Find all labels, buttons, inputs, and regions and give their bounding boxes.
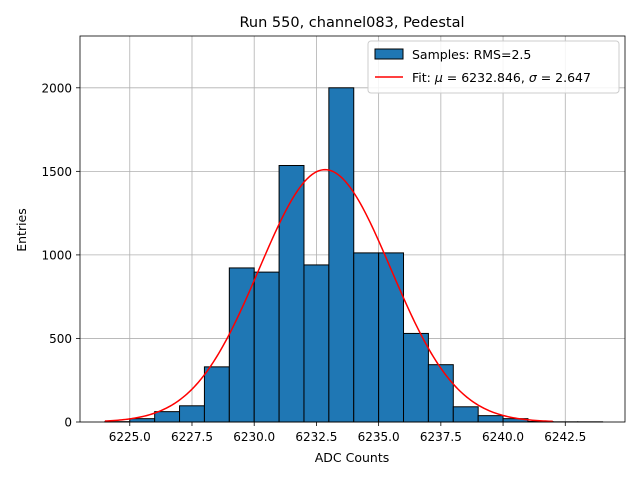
y-axis-label: Entries	[14, 208, 29, 252]
histogram-bar	[228, 267, 255, 423]
y-tick-label: 1500	[41, 165, 72, 179]
histogram-bar	[129, 418, 156, 423]
x-tick-label: 6225.0	[109, 430, 151, 444]
histogram-bar	[477, 415, 504, 423]
histogram-bar	[452, 406, 479, 423]
histogram-bar	[303, 264, 330, 423]
chart-title: Run 550, channel083, Pedestal	[239, 15, 464, 31]
legend-fit-prefix: Fit:	[412, 70, 435, 85]
legend-fit-sigma-symbol: σ	[529, 70, 538, 85]
y-tick-label: 1000	[41, 248, 72, 262]
histogram-bar	[278, 165, 305, 423]
legend-histogram-swatch	[374, 48, 404, 60]
histogram-bar	[203, 366, 230, 423]
legend-fit-mu-value: = 6232.846,	[443, 70, 529, 85]
histogram-bar	[154, 411, 181, 423]
legend-fit-mu-symbol: μ	[434, 70, 443, 85]
histogram-bar	[179, 405, 205, 423]
gaussian-fit-curve	[104, 168, 553, 423]
histogram-bar	[403, 332, 429, 423]
y-axis-ticks: 0 500 1000 1500 2000	[41, 81, 80, 430]
x-tick-label: 6230.0	[233, 430, 275, 444]
histogram-bar	[427, 364, 454, 423]
y-tick-label: 0	[64, 416, 72, 430]
legend: Samples: RMS=2.5 Fit: μ = 6232.846, σ = …	[367, 40, 620, 94]
histogram-bar	[328, 87, 355, 423]
x-tick-label: 6232.5	[295, 430, 337, 444]
x-tick-label: 6227.5	[171, 430, 213, 444]
x-axis-label: ADC Counts	[315, 450, 390, 465]
legend-fit-label: Fit: μ = 6232.846, σ = 2.647	[412, 70, 591, 85]
histogram-bars	[104, 87, 604, 423]
plot-area-frame	[79, 35, 626, 423]
legend-fit-sigma-value: = 2.647	[537, 70, 591, 85]
histogram-bar	[253, 271, 280, 423]
legend-frame	[367, 40, 620, 94]
x-tick-label: 6242.5	[544, 430, 586, 444]
x-tick-label: 6235.0	[358, 430, 400, 444]
histogram-bar	[378, 252, 405, 423]
legend-histogram-label: Samples: RMS=2.5	[412, 47, 531, 62]
y-tick-label: 500	[49, 332, 72, 346]
y-tick-label: 2000	[41, 81, 72, 95]
x-tick-label: 6237.5	[420, 430, 462, 444]
x-axis-ticks: 6225.0 6227.5 6230.0 6232.5 6235.0 6237.5 6240…	[109, 422, 586, 444]
histogram-bar	[353, 252, 380, 423]
x-tick-label: 6240.0	[482, 430, 524, 444]
